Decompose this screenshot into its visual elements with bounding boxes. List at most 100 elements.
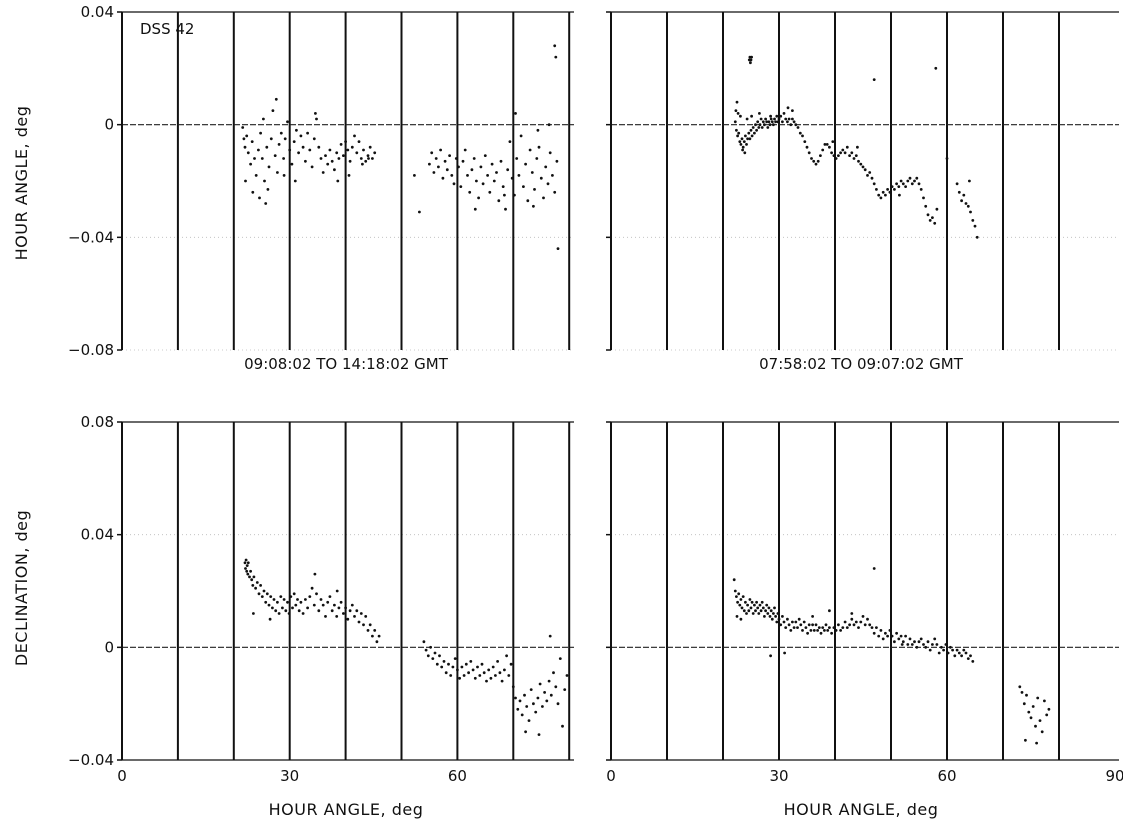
- data-point: [520, 713, 524, 717]
- data-point: [546, 182, 550, 186]
- data-point: [824, 623, 828, 627]
- data-point: [738, 603, 742, 607]
- data-point: [750, 55, 753, 59]
- data-point: [353, 615, 356, 618]
- data-point: [514, 112, 517, 115]
- data-point: [783, 651, 786, 655]
- data-point: [276, 171, 279, 174]
- data-point: [904, 185, 907, 189]
- data-point: [508, 140, 512, 144]
- data-point: [452, 182, 456, 186]
- data-point: [295, 128, 298, 132]
- data-point: [282, 598, 286, 601]
- data-point: [732, 578, 736, 582]
- data-point: [749, 58, 753, 62]
- data-point: [1034, 724, 1037, 728]
- data-point: [475, 179, 478, 183]
- data-point: [513, 193, 516, 197]
- data-point: [736, 600, 739, 604]
- data-point: [292, 140, 296, 144]
- data-point: [279, 131, 283, 135]
- data-point: [530, 171, 534, 174]
- data-point: [872, 567, 876, 570]
- data-point: [1038, 719, 1042, 722]
- data-point: [942, 648, 945, 652]
- data-point: [251, 190, 255, 194]
- data-point: [257, 592, 261, 596]
- data-point: [755, 128, 758, 132]
- data-point: [749, 61, 752, 65]
- data-point: [242, 137, 246, 141]
- x-tick-label: 0: [606, 767, 616, 785]
- data-point: [496, 660, 499, 663]
- data-point: [244, 567, 247, 570]
- data-point: [761, 120, 765, 124]
- data-point: [523, 693, 526, 697]
- x-tick-label: 30: [769, 767, 788, 785]
- data-point: [758, 112, 761, 115]
- data-point: [759, 609, 763, 613]
- data-point: [794, 620, 798, 624]
- data-point: [772, 612, 775, 615]
- data-point: [765, 120, 769, 124]
- data-point: [428, 162, 431, 166]
- data-point: [792, 120, 796, 124]
- data-point: [839, 151, 842, 155]
- data-point: [556, 247, 560, 251]
- data-point: [754, 123, 757, 127]
- data-point: [749, 606, 753, 610]
- data-point: [791, 620, 794, 624]
- data-point: [957, 651, 961, 655]
- data-point: [928, 648, 932, 652]
- data-point: [857, 159, 860, 163]
- data-point: [315, 117, 318, 121]
- data-point: [955, 182, 959, 186]
- data-point: [463, 148, 467, 152]
- data-point: [971, 219, 975, 222]
- data-point: [355, 151, 359, 155]
- data-point: [852, 157, 856, 160]
- data-point: [246, 572, 250, 576]
- data-point: [476, 665, 479, 669]
- data-point: [742, 140, 746, 144]
- data-point: [503, 193, 506, 197]
- data-point: [366, 629, 370, 632]
- data-point: [499, 159, 503, 163]
- data-point: [471, 668, 475, 672]
- data-point: [515, 157, 519, 160]
- data-point: [510, 176, 514, 180]
- data-point: [832, 154, 836, 158]
- data-point: [777, 617, 781, 621]
- data-point: [859, 162, 863, 166]
- data-point: [859, 620, 863, 624]
- data-point: [315, 592, 318, 596]
- data-point: [297, 609, 301, 613]
- y-tick-label: 0.08: [81, 413, 114, 431]
- data-point: [422, 640, 426, 644]
- data-point: [517, 174, 521, 177]
- data-point: [776, 120, 780, 124]
- data-point: [872, 631, 876, 635]
- data-point: [787, 623, 791, 627]
- data-point: [319, 157, 323, 160]
- data-point: [468, 190, 472, 194]
- data-point: [368, 623, 372, 627]
- data-point: [957, 190, 961, 194]
- data-point: [489, 676, 493, 680]
- data-point: [740, 606, 744, 610]
- data-point: [561, 724, 564, 728]
- data-point: [539, 176, 543, 180]
- data-point: [245, 569, 249, 573]
- data-point: [440, 665, 444, 669]
- data-point: [294, 603, 298, 607]
- data-point: [281, 606, 284, 610]
- data-point: [306, 131, 309, 135]
- data-point: [260, 157, 264, 160]
- data-point: [361, 162, 364, 166]
- data-point: [355, 609, 359, 613]
- data-point: [368, 145, 372, 149]
- data-point: [286, 600, 289, 604]
- data-point: [276, 600, 279, 604]
- data-point: [265, 145, 269, 149]
- data-point: [767, 120, 771, 124]
